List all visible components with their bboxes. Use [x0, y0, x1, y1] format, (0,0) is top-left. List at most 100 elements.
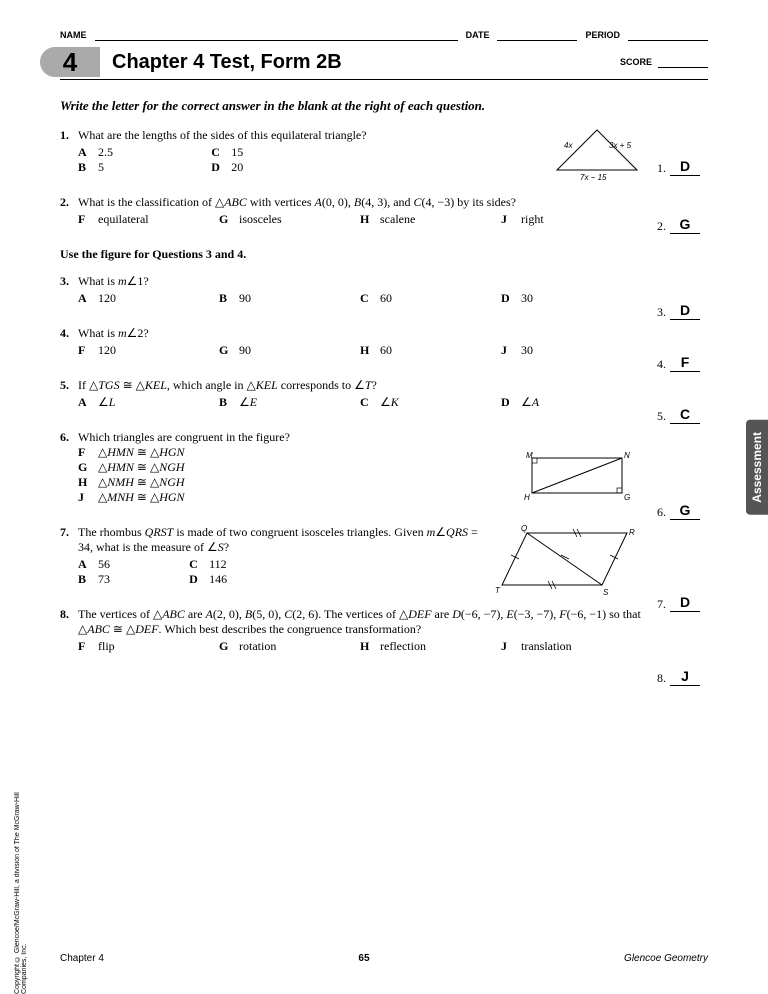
- options: A56 C112 B73 D146: [78, 557, 300, 587]
- options: Fflip Grotation Hreflection Jtranslation: [78, 639, 642, 654]
- options: A2.5 C15 B5 D20: [78, 145, 344, 175]
- answer-1: 1.D: [652, 158, 708, 176]
- question-7: 7. The rhombus QRST is made of two congr…: [60, 525, 642, 587]
- page: NAME DATE PERIOD 4 Chapter 4 Test, Form …: [0, 0, 768, 706]
- question-text: If △TGS ≅ △KEL, which angle in △KEL corr…: [78, 378, 377, 392]
- svg-text:Q: Q: [521, 524, 527, 533]
- answer-value[interactable]: D: [670, 594, 700, 612]
- answer-3: 3.D: [652, 302, 708, 320]
- question-text: What is the classification of △ABC with …: [78, 195, 516, 209]
- option-f: F△HMN ≅ △HGN: [78, 445, 502, 460]
- header-rule: [60, 79, 708, 80]
- option-d: D30: [501, 291, 642, 306]
- answer-5: 5.C: [652, 406, 708, 424]
- q6-figure: M N H G: [522, 450, 642, 509]
- question-text: What is m∠2?: [78, 326, 149, 340]
- question-number: 1.: [60, 128, 69, 143]
- content-area: 1. What are the lengths of the sides of …: [60, 128, 708, 686]
- question-number: 6.: [60, 430, 69, 445]
- option-h: H60: [360, 343, 501, 358]
- title-row: 4 Chapter 4 Test, Form 2B SCORE: [60, 47, 708, 77]
- svg-text:G: G: [624, 493, 630, 502]
- page-footer: Chapter 4 65 Glencoe Geometry: [60, 953, 708, 964]
- option-h: H△NMH ≅ △NGH: [78, 475, 502, 490]
- svg-text:4x: 4x: [564, 141, 573, 150]
- option-a: A56: [78, 557, 189, 572]
- footer-right: Glencoe Geometry: [624, 953, 708, 964]
- options-stacked: F△HMN ≅ △HGN G△HMN ≅ △NGH H△NMH ≅ △NGH J…: [78, 445, 502, 505]
- option-b: B73: [78, 572, 189, 587]
- options: F120 G90 H60 J30: [78, 343, 642, 358]
- question-number: 4.: [60, 326, 69, 341]
- footer-page-number: 65: [358, 953, 369, 964]
- name-label: NAME: [60, 30, 87, 41]
- copyright-text: Copyright © Glencoe/McGraw-Hill, a divis…: [14, 780, 28, 994]
- question-3: 3. What is m∠1? A120 B90 C60 D30: [60, 274, 642, 306]
- options: A∠L B∠E C∠K D∠A: [78, 395, 642, 410]
- svg-text:7x − 15: 7x − 15: [580, 173, 607, 182]
- question-8: 8. The vertices of △ABC are A(2, 0), B(5…: [60, 607, 642, 654]
- option-f: F120: [78, 343, 219, 358]
- answer-7: 7.D: [652, 594, 708, 612]
- option-g: Gisosceles: [219, 212, 360, 227]
- option-d: D∠A: [501, 395, 642, 410]
- name-blank[interactable]: [95, 30, 458, 41]
- option-j: Jright: [501, 212, 642, 227]
- answer-value[interactable]: G: [670, 216, 700, 234]
- question-number: 2.: [60, 195, 69, 210]
- option-f: Fflip: [78, 639, 219, 654]
- answer-6: 6.G: [652, 502, 708, 520]
- answer-value[interactable]: J: [670, 668, 700, 686]
- page-title: Chapter 4 Test, Form 2B: [112, 51, 620, 74]
- q7-figure: Q R S T: [497, 525, 642, 604]
- period-blank[interactable]: [628, 30, 708, 41]
- svg-text:R: R: [629, 528, 635, 537]
- score-area: SCORE: [620, 57, 708, 68]
- date-blank[interactable]: [497, 30, 577, 41]
- question-number: 8.: [60, 607, 69, 622]
- section-note: Use the figure for Questions 3 and 4.: [60, 247, 642, 262]
- option-d: D20: [211, 160, 344, 175]
- option-b: B∠E: [219, 395, 360, 410]
- question-text: The rhombus QRST is made of two congruen…: [78, 525, 478, 554]
- answers-column: 1.D 2.G 3.D 4.F 5.C 6.G 7.D 8.J: [652, 128, 708, 686]
- option-b: B5: [78, 160, 211, 175]
- svg-text:3x + 5: 3x + 5: [609, 141, 632, 150]
- question-number: 7.: [60, 525, 69, 540]
- answer-value[interactable]: G: [670, 502, 700, 520]
- question-text: What are the lengths of the sides of thi…: [78, 128, 367, 142]
- q1-figure: 4x 3x + 5 7x − 15: [552, 128, 647, 182]
- option-j: J△MNH ≅ △HGN: [78, 490, 502, 505]
- question-text: The vertices of △ABC are A(2, 0), B(5, 0…: [78, 607, 641, 636]
- svg-text:T: T: [495, 586, 501, 595]
- options: A120 B90 C60 D30: [78, 291, 642, 306]
- svg-text:M: M: [526, 451, 533, 460]
- answer-value[interactable]: C: [670, 406, 700, 424]
- options: Fequilateral Gisosceles Hscalene Jright: [78, 212, 642, 227]
- assessment-tab: Assessment: [746, 420, 768, 515]
- score-label: SCORE: [620, 57, 652, 67]
- answer-2: 2.G: [652, 216, 708, 234]
- chapter-number-badge: 4: [40, 47, 100, 77]
- answer-value[interactable]: D: [670, 302, 700, 320]
- option-j: Jtranslation: [501, 639, 642, 654]
- answer-value[interactable]: F: [670, 354, 700, 372]
- option-g: Grotation: [219, 639, 360, 654]
- question-2: 2. What is the classification of △ABC wi…: [60, 195, 642, 227]
- option-a: A120: [78, 291, 219, 306]
- option-g: G90: [219, 343, 360, 358]
- question-text: Which triangles are congruent in the fig…: [78, 430, 290, 444]
- score-blank[interactable]: [658, 57, 708, 68]
- question-text: What is m∠1?: [78, 274, 149, 288]
- option-b: B90: [219, 291, 360, 306]
- option-c: C60: [360, 291, 501, 306]
- date-label: DATE: [466, 30, 490, 41]
- footer-left: Chapter 4: [60, 953, 104, 964]
- option-f: Fequilateral: [78, 212, 219, 227]
- question-1: 1. What are the lengths of the sides of …: [60, 128, 642, 175]
- answer-4: 4.F: [652, 354, 708, 372]
- answer-value[interactable]: D: [670, 158, 700, 176]
- header-row: NAME DATE PERIOD: [60, 30, 708, 41]
- option-d: D146: [189, 572, 300, 587]
- option-c: C15: [211, 145, 344, 160]
